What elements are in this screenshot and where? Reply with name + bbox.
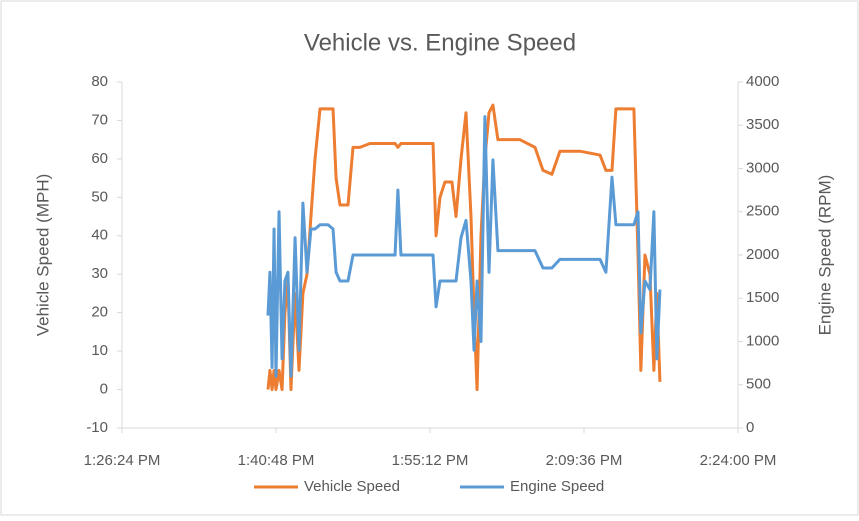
y-tick-label: 20 xyxy=(91,304,108,321)
y2-tick-label: 3500 xyxy=(746,116,779,133)
series-line xyxy=(266,115,662,378)
y2-tick-label: 1500 xyxy=(746,289,779,306)
y-tick-label: 80 xyxy=(91,73,108,90)
x-tick-label: 1:55:12 PM xyxy=(392,452,469,469)
legend-label: Vehicle Speed xyxy=(304,478,400,495)
x-tick-label: 2:24:00 PM xyxy=(700,452,777,469)
x-tick-label: 1:40:48 PM xyxy=(238,452,315,469)
y2-tick-label: 2500 xyxy=(746,203,779,220)
y-tick-label: -10 xyxy=(86,419,108,436)
legend-label: Engine Speed xyxy=(510,478,604,495)
y2-tick-label: 1000 xyxy=(746,332,779,349)
y-tick-label: 30 xyxy=(91,265,108,282)
y-axis-label: Vehicle Speed (MPH) xyxy=(33,174,52,337)
y2-tick-label: 0 xyxy=(746,419,754,436)
y-tick-label: 10 xyxy=(91,342,108,359)
y2-tick-label: 3000 xyxy=(746,159,779,176)
y-tick-label: 40 xyxy=(91,227,108,244)
y2-axis-label: Engine Speed (RPM) xyxy=(815,175,834,336)
y-tick-label: 60 xyxy=(91,150,108,167)
y2-tick-label: 2000 xyxy=(746,246,779,263)
y2-tick-label: 500 xyxy=(746,376,771,393)
x-tick-label: 1:26:24 PM xyxy=(84,452,161,469)
chart-title: Vehicle vs. Engine Speed xyxy=(304,29,576,56)
y2-tick-label: 4000 xyxy=(746,73,779,90)
x-tick-label: 2:09:36 PM xyxy=(546,452,623,469)
y-tick-label: 50 xyxy=(91,188,108,205)
y-tick-label: 70 xyxy=(91,111,108,128)
y-tick-label: 0 xyxy=(100,381,108,398)
